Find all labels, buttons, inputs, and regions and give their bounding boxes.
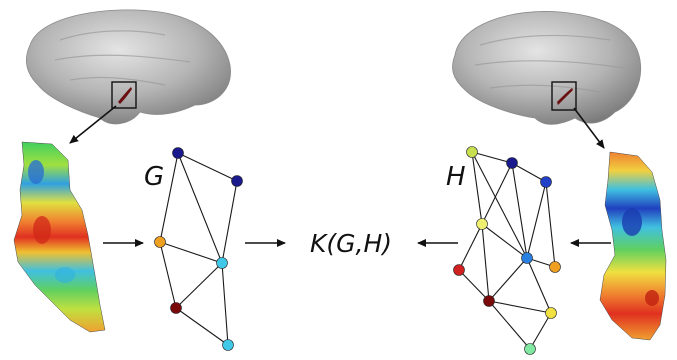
graph-h-nodes	[453, 146, 561, 355]
graph-edge-g3-g4	[159, 241, 223, 264]
graph-edge-g1-g3	[159, 152, 179, 243]
graph-edge-g1-g2	[177, 152, 238, 182]
graph-node-h10	[524, 343, 536, 355]
right-region-box	[551, 81, 577, 111]
graph-node-h9	[545, 307, 557, 319]
graph-edge-h2-h3	[511, 162, 547, 183]
graph-node-g4	[216, 257, 228, 269]
graph-edge-h9-h10	[529, 312, 552, 350]
graph-edge-g4-g6	[221, 262, 229, 346]
graph-h	[453, 146, 561, 355]
right-region-marker	[557, 88, 573, 105]
graph-edge-h2-h4	[481, 162, 513, 225]
graph-g-nodes	[154, 147, 243, 351]
graph-g	[154, 147, 243, 351]
graph-edge-h5-h8	[488, 257, 528, 302]
graph-node-g6	[222, 339, 234, 351]
graph-edge-h3-h6	[545, 181, 556, 268]
graph-node-g2	[231, 175, 243, 187]
kernel-label: K(G,H)	[310, 229, 392, 258]
graph-edge-h1-h2	[471, 151, 513, 164]
left-surface-patch	[13, 141, 106, 333]
graph-edge-h2-h5	[511, 162, 528, 259]
graph-node-h1	[466, 146, 478, 158]
graph-node-h6	[549, 261, 561, 273]
graph-edge-h7-h8	[458, 269, 490, 302]
graph-h-label: H	[446, 162, 466, 192]
graph-node-h7	[453, 264, 465, 276]
graph-edge-h8-h9	[488, 300, 552, 314]
graph-edge-g3-g5	[159, 241, 177, 309]
graph-edge-h4-h7	[458, 223, 483, 271]
graph-edge-h5-h9	[526, 257, 552, 314]
graph-g-label: G	[144, 162, 164, 192]
graph-edge-h1-h4	[471, 151, 483, 225]
graph-node-g5	[170, 302, 182, 314]
graph-node-g3	[154, 236, 166, 248]
right-surface-patch	[599, 151, 667, 341]
graph-edge-g1-g4	[177, 152, 223, 264]
graph-g-edges	[159, 152, 238, 346]
graph-node-h4	[476, 218, 488, 230]
arrow-left-brain-to-patch	[69, 105, 117, 144]
graph-edge-h1-h5	[471, 151, 528, 259]
graph-node-g1	[172, 147, 184, 159]
graph-edge-g4-g5	[175, 262, 223, 309]
graph-edge-h4-h5	[481, 223, 528, 259]
left-region-box	[111, 81, 137, 109]
right-brain-surface	[452, 11, 642, 125]
graph-edge-g5-g6	[175, 307, 229, 346]
graph-node-h5	[521, 252, 533, 264]
graph-edge-h4-h8	[481, 223, 490, 302]
graph-node-h2	[506, 157, 518, 169]
left-brain-surface	[26, 9, 231, 125]
arrow-right-brain-to-patch	[573, 107, 605, 149]
graph-node-h3	[540, 176, 552, 188]
graph-edge-h3-h5	[526, 181, 547, 259]
graph-edge-h8-h10	[488, 300, 531, 350]
graph-edge-g2-g4	[221, 180, 238, 264]
left-region-marker	[118, 87, 132, 104]
graph-node-h8	[483, 295, 495, 307]
